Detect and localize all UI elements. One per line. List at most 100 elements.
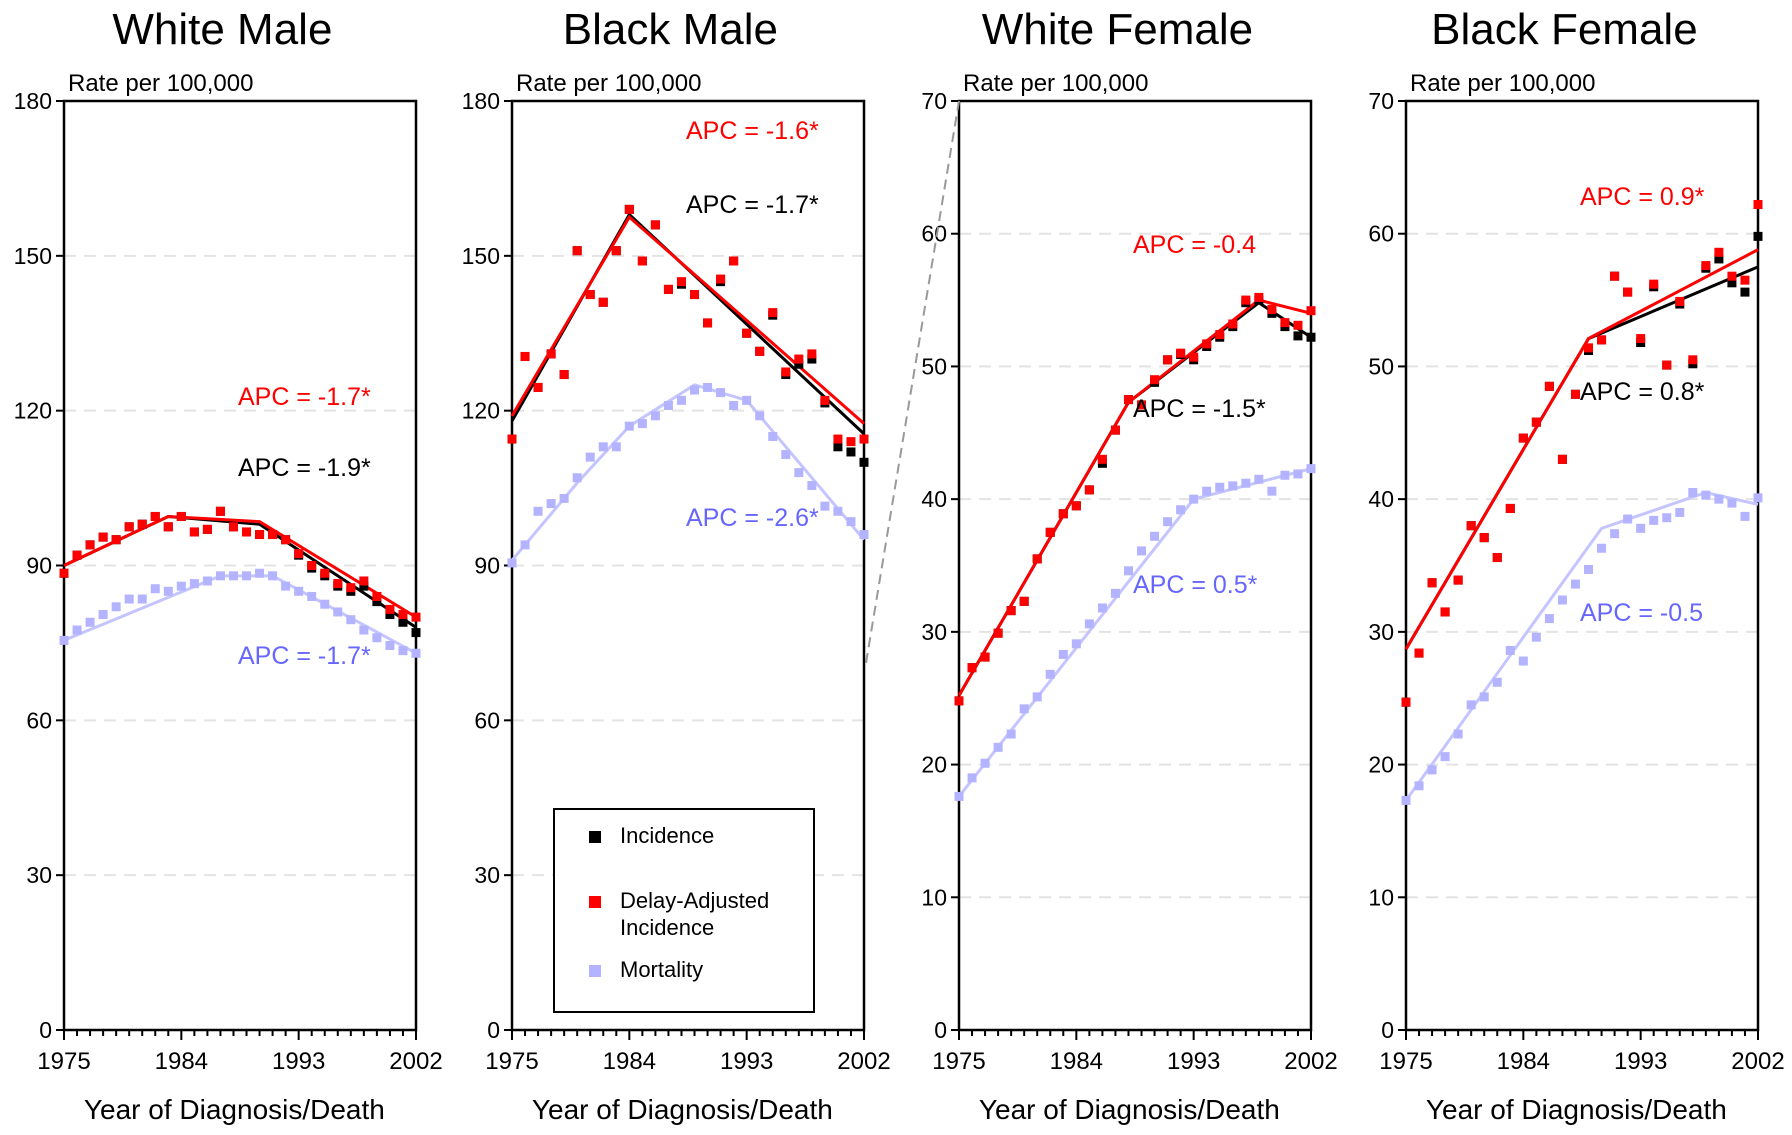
y-tick-label: 90 xyxy=(26,553,52,579)
y-axis-label: Rate per 100,000 xyxy=(516,70,701,97)
data-point xyxy=(585,452,595,462)
data-point xyxy=(59,635,69,645)
data-point xyxy=(859,434,869,444)
data-point xyxy=(703,382,713,392)
data-point xyxy=(546,499,556,509)
data-point xyxy=(1414,648,1424,658)
data-point xyxy=(1306,306,1316,316)
data-point xyxy=(411,612,421,622)
data-point xyxy=(1623,287,1633,297)
apc-annotation: APC = 0.8* xyxy=(1580,378,1705,406)
data-point xyxy=(242,571,252,581)
data-point xyxy=(1045,669,1055,679)
data-point xyxy=(1492,677,1502,687)
legend-label: Delay-Adjusted xyxy=(620,888,769,913)
data-point xyxy=(1058,649,1068,659)
y-tick-label: 30 xyxy=(1368,619,1394,645)
data-point xyxy=(189,527,199,537)
data-point xyxy=(1254,292,1264,302)
apc-annotation: APC = -1.9* xyxy=(238,454,371,482)
data-point xyxy=(1531,632,1541,642)
data-point xyxy=(980,652,990,662)
data-point xyxy=(716,274,726,284)
data-point xyxy=(1241,295,1251,305)
data-point xyxy=(1518,433,1528,443)
data-point xyxy=(1215,482,1225,492)
data-point xyxy=(1306,332,1316,342)
y-tick-label: 30 xyxy=(921,619,947,645)
data-point xyxy=(411,648,421,658)
data-point xyxy=(611,442,621,452)
data-point xyxy=(1176,348,1186,358)
data-point xyxy=(1649,515,1659,525)
data-point xyxy=(1753,231,1763,241)
data-point xyxy=(1688,355,1698,365)
data-point xyxy=(755,346,765,356)
chart-panel-2: White Female Rate per 100,000 0 10 20 30 40 50 6… xyxy=(921,5,1337,1125)
legend-marker xyxy=(589,896,601,908)
apc-annotation: APC = -1.7* xyxy=(238,642,371,670)
data-point xyxy=(993,628,1003,638)
data-point xyxy=(189,579,199,589)
y-tick-label: 150 xyxy=(462,243,500,269)
data-point xyxy=(1097,603,1107,613)
data-point xyxy=(1466,700,1476,710)
chart-title: Black Female xyxy=(1431,5,1698,54)
x-tick-label: 1984 xyxy=(1497,1048,1550,1075)
data-point xyxy=(1427,578,1437,588)
data-point xyxy=(1019,596,1029,606)
data-point xyxy=(1466,521,1476,531)
data-point xyxy=(1479,692,1489,702)
data-point xyxy=(676,277,686,287)
data-point xyxy=(320,599,330,609)
data-point xyxy=(1597,335,1607,345)
data-point xyxy=(1727,498,1737,508)
data-point xyxy=(1505,503,1515,513)
y-tick-label: 0 xyxy=(487,1017,500,1043)
y-tick-label: 60 xyxy=(1368,221,1394,247)
data-point xyxy=(385,604,395,614)
data-point xyxy=(1097,454,1107,464)
data-point xyxy=(346,583,356,593)
trend-line xyxy=(1404,265,1759,650)
y-tick-label: 30 xyxy=(26,862,52,888)
data-point xyxy=(1280,470,1290,480)
data-point xyxy=(533,382,543,392)
data-point xyxy=(1623,514,1633,524)
data-point xyxy=(150,584,160,594)
data-point xyxy=(559,370,569,380)
data-point xyxy=(954,791,964,801)
data-point xyxy=(859,457,869,467)
data-point xyxy=(520,351,530,361)
data-point xyxy=(690,290,700,300)
data-point xyxy=(1440,752,1450,762)
data-point xyxy=(59,568,69,578)
trend-line xyxy=(957,300,1312,697)
chart-panel-1: Black Male Rate per 100,000 0 30 60 90 120 150 1… xyxy=(462,5,891,1125)
data-point xyxy=(1675,296,1685,306)
data-point xyxy=(768,431,778,441)
y-axis-label: Rate per 100,000 xyxy=(963,70,1148,97)
data-point xyxy=(176,511,186,521)
data-point xyxy=(385,610,395,620)
data-point xyxy=(1584,564,1594,574)
data-point xyxy=(1597,543,1607,553)
data-point xyxy=(1032,554,1042,564)
data-point xyxy=(124,594,134,604)
y-tick-label: 50 xyxy=(1368,353,1394,379)
data-point xyxy=(954,696,964,706)
data-point xyxy=(820,395,830,405)
data-point xyxy=(1137,546,1147,556)
trend-line xyxy=(957,298,1312,697)
data-point xyxy=(820,501,830,511)
plot-frame xyxy=(957,99,1313,1032)
scale-connector-line xyxy=(865,100,960,664)
data-point xyxy=(85,617,95,627)
data-point xyxy=(1701,261,1711,271)
data-point xyxy=(1440,607,1450,617)
data-point xyxy=(1019,704,1029,714)
legend-marker xyxy=(589,965,601,977)
data-point xyxy=(1740,287,1750,297)
legend-label: Mortality xyxy=(620,957,703,982)
trend-line xyxy=(510,214,865,425)
